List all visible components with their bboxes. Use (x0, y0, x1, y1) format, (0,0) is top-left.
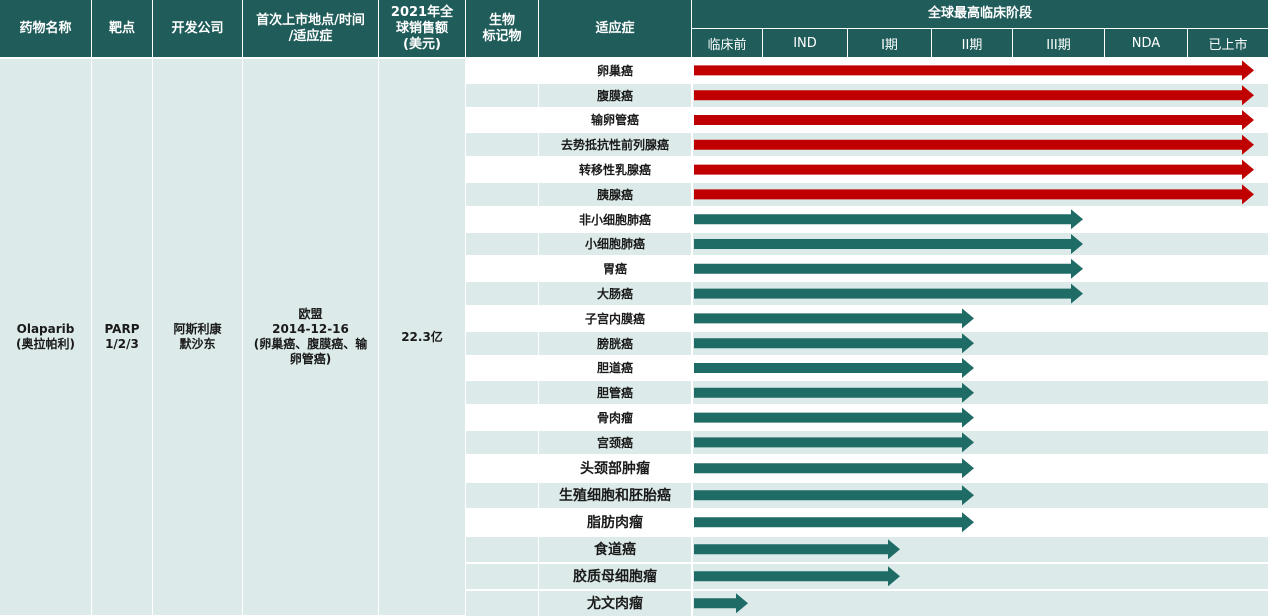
header-indication: 适应症 (539, 0, 691, 57)
col-sales-bg (379, 59, 465, 615)
biomarker-cell (466, 183, 538, 206)
biomarker-cell (466, 133, 538, 157)
phase-arrow (694, 110, 1254, 130)
biomarker-cell (466, 536, 538, 562)
phase-arrow (694, 593, 748, 614)
phase-arrow (694, 485, 974, 506)
indication-name: 脂肪肉瘤 (587, 515, 643, 532)
phase-arrow (694, 85, 1254, 106)
phase-row-band (693, 431, 1268, 454)
phase-header-ind: IND (763, 29, 847, 57)
phase-arrow (694, 407, 974, 428)
phase-arrow (694, 184, 1254, 205)
indication-name: 宫颈癌 (539, 431, 691, 454)
phase-row-band (693, 381, 1268, 405)
phase-arrow (694, 159, 1254, 180)
biomarker-cell (466, 431, 538, 454)
indication-name: 卵巢癌 (596, 63, 633, 78)
header-phase-group: 全球最高临床阶段 (692, 0, 1268, 28)
indication-name: 胆管癌 (539, 381, 691, 405)
indication-name: 输卵管癌 (590, 113, 639, 128)
indication-name: 转移性乳腺癌 (578, 163, 651, 178)
phase-arrow (694, 539, 900, 560)
col-drug-bg (0, 59, 91, 615)
col-target-bg (92, 59, 152, 615)
indication-name: 非小细胞肺癌 (578, 212, 651, 227)
biomarker-cell (466, 331, 538, 355)
indication-name: 头颈部肿瘤 (580, 461, 650, 478)
indication-name: 胆道癌 (596, 361, 633, 376)
col-company-bg (153, 59, 242, 615)
phase-arrow (694, 258, 1083, 279)
header-drug-name: 药物名称 (0, 0, 91, 57)
indication-name: 胶质母细胞瘤 (539, 563, 691, 589)
biomarker-cell (466, 590, 538, 616)
drug-sales-2021: 22.3亿 (401, 329, 443, 344)
phase-header-phase1: I期 (848, 29, 931, 57)
phase-arrow (694, 283, 1083, 304)
phase-header-phase3: III期 (1013, 29, 1104, 57)
phase-arrow (694, 234, 1083, 254)
header-target: 靶点 (92, 0, 152, 57)
indication-name: 骨肉瘤 (596, 411, 633, 426)
drug-company: 阿斯利康 默沙东 (173, 322, 222, 351)
phase-header-nda: NDA (1105, 29, 1187, 57)
phase-arrow (694, 566, 900, 587)
biomarker-cell (466, 232, 538, 256)
indication-name: 膀胱癌 (539, 331, 691, 355)
indication-name: 尤文肉瘤 (539, 590, 691, 616)
indication-name: 胃癌 (602, 262, 627, 277)
phase-arrow (694, 308, 974, 329)
indication-name: 大肠癌 (539, 282, 691, 305)
phase-row-band (693, 590, 1268, 616)
phase-header-phase2: II期 (932, 29, 1012, 57)
indication-name: 小细胞肺癌 (539, 232, 691, 256)
col-launch-bg (243, 59, 378, 615)
header-biomarker: 生物 标记物 (466, 0, 538, 57)
indication-name: 生殖细胞和胚胎癌 (539, 482, 691, 508)
phase-arrow (694, 382, 974, 403)
phase-arrow (694, 209, 1083, 230)
indication-name: 食道癌 (539, 536, 691, 562)
header-sales-2021: 2021年全 球销售额 (美元) (379, 0, 465, 57)
phase-arrow (694, 458, 974, 479)
phase-header-marketed: 已上市 (1188, 29, 1268, 57)
indication-name: 胰腺癌 (539, 183, 691, 206)
biomarker-cell (466, 381, 538, 405)
indication-name: 去势抵抗性前列腺癌 (539, 133, 691, 157)
phase-header-preclinical: 临床前 (692, 29, 762, 57)
header-first-launch: 首次上市地点/时间 /适应症 (243, 0, 378, 57)
drug-name: Olaparib (奥拉帕利) (16, 322, 75, 351)
biomarker-cell (466, 282, 538, 305)
drug-first-launch: 欧盟 2014-12-16 (卵巢癌、腹膜癌、输 卵管癌) (253, 307, 368, 366)
indication-name: 腹膜癌 (539, 83, 691, 107)
phase-arrow (694, 432, 974, 453)
biomarker-cell (466, 83, 538, 107)
biomarker-cell (466, 482, 538, 508)
biomarker-cell (466, 563, 538, 589)
phase-arrow (694, 60, 1254, 81)
phase-arrow (694, 333, 974, 354)
drug-target: PARP 1/2/3 (104, 322, 140, 351)
phase-arrow (694, 358, 974, 378)
phase-row-band (693, 331, 1268, 355)
header-company: 开发公司 (153, 0, 242, 57)
phase-arrow (694, 512, 974, 533)
indication-name: 子宫内膜癌 (584, 311, 645, 326)
phase-arrow (694, 134, 1254, 155)
